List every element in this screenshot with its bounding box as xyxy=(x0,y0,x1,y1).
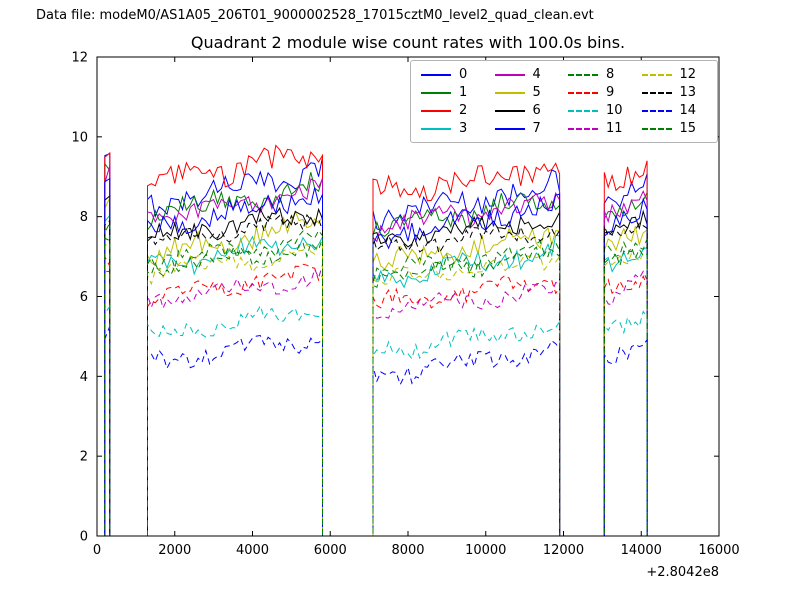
x-tick-label: 14000 xyxy=(621,543,662,558)
legend-label: 6 xyxy=(532,103,541,118)
legend-item-3: 3 xyxy=(421,122,487,135)
y-tick-label: 0 xyxy=(80,530,88,545)
legend-label: 4 xyxy=(532,67,541,82)
legend-label: 0 xyxy=(459,67,468,82)
legend-label: 9 xyxy=(606,85,615,100)
axis-tick-labels: 0 2000 4000 6000 8000 10000 12000 14000 16000 0 2 4… xyxy=(71,51,739,559)
series-line-13 xyxy=(100,213,651,537)
series-line-4 xyxy=(100,165,651,537)
series-line-6 xyxy=(100,194,651,537)
legend-label: 1 xyxy=(459,85,468,100)
legend-line-sample xyxy=(641,127,672,130)
y-tick-label: 12 xyxy=(71,51,88,66)
legend-label: 10 xyxy=(606,103,623,118)
legend-label: 2 xyxy=(459,103,468,118)
data-file-label: Data file: modeM0/AS1A05_206T01_90000025… xyxy=(36,8,594,23)
legend-line-sample xyxy=(421,91,451,94)
legend-label: 3 xyxy=(459,121,468,136)
legend-item-10: 10 xyxy=(568,104,634,117)
x-tick-label: 2000 xyxy=(158,543,191,558)
series-line-5 xyxy=(100,197,651,537)
x-axis-offset-label: +2.8042e8 xyxy=(646,565,719,580)
y-tick-label: 8 xyxy=(80,210,88,225)
legend-line-sample xyxy=(421,73,451,76)
series-line-10 xyxy=(100,304,651,537)
legend-item-15: 15 xyxy=(641,121,708,136)
x-tick-label: 16000 xyxy=(698,543,739,558)
legend-item-6: 6 xyxy=(494,103,561,118)
series-line-15 xyxy=(100,237,651,537)
legend-label: 15 xyxy=(679,121,697,136)
legend-label: 11 xyxy=(606,121,623,136)
legend-item-13: 13 xyxy=(641,85,708,100)
legend-label: 12 xyxy=(679,67,697,82)
legend-item-9: 9 xyxy=(568,86,634,99)
legend-line-sample xyxy=(568,109,598,112)
series-line-14 xyxy=(100,325,651,537)
legend-item-4: 4 xyxy=(494,67,561,82)
series-line-9 xyxy=(100,256,651,537)
x-tick-label: 4000 xyxy=(236,543,269,558)
legend-line-sample xyxy=(421,127,451,130)
legend-item-5: 5 xyxy=(494,85,561,100)
x-tick-label: 10000 xyxy=(465,543,506,558)
y-tick-label: 4 xyxy=(80,370,88,385)
y-tick-label: 10 xyxy=(71,130,88,145)
legend-line-sample xyxy=(494,73,525,76)
legend-label: 8 xyxy=(606,67,615,82)
x-tick-label: 0 xyxy=(93,543,101,558)
legend-label: 13 xyxy=(679,85,697,100)
series-line-1 xyxy=(100,162,651,537)
legend-line-sample xyxy=(568,73,598,76)
legend-line-sample xyxy=(494,109,525,112)
series-line-2 xyxy=(100,144,651,537)
legend-line-sample xyxy=(494,91,525,94)
legend-item-2: 2 xyxy=(421,104,487,117)
series-lines xyxy=(100,144,651,537)
chart-title: Quadrant 2 module wise count rates with … xyxy=(190,33,626,52)
legend-item-7: 7 xyxy=(494,121,561,136)
series-line-0 xyxy=(100,152,651,537)
legend-line-sample xyxy=(421,109,451,112)
legend-item-1: 1 xyxy=(421,86,487,99)
series-line-7 xyxy=(100,177,651,537)
x-tick-label: 12000 xyxy=(543,543,584,558)
y-tick-label: 6 xyxy=(80,290,88,305)
legend-item-0: 0 xyxy=(421,68,487,81)
legend-line-sample xyxy=(641,109,672,112)
legend-item-14: 14 xyxy=(641,103,708,118)
legend-line-sample xyxy=(641,91,672,94)
legend-label: 14 xyxy=(679,103,697,118)
legend: 0 1 2 3 4 5 6 7 8 9 10 11 12 13 14 15 xyxy=(410,60,718,143)
legend-item-11: 11 xyxy=(568,122,634,135)
legend-line-sample xyxy=(568,127,598,130)
legend-label: 5 xyxy=(532,85,541,100)
x-tick-label: 6000 xyxy=(314,543,347,558)
y-tick-label: 2 xyxy=(80,450,88,465)
series-line-11 xyxy=(100,265,651,537)
legend-line-sample xyxy=(641,73,672,76)
legend-item-12: 12 xyxy=(641,67,708,82)
legend-label: 7 xyxy=(532,121,541,136)
legend-item-8: 8 xyxy=(568,68,634,81)
legend-line-sample xyxy=(568,91,598,94)
legend-line-sample xyxy=(494,127,525,130)
x-tick-label: 8000 xyxy=(391,543,424,558)
series-line-12 xyxy=(100,239,651,537)
series-line-8 xyxy=(100,222,651,537)
